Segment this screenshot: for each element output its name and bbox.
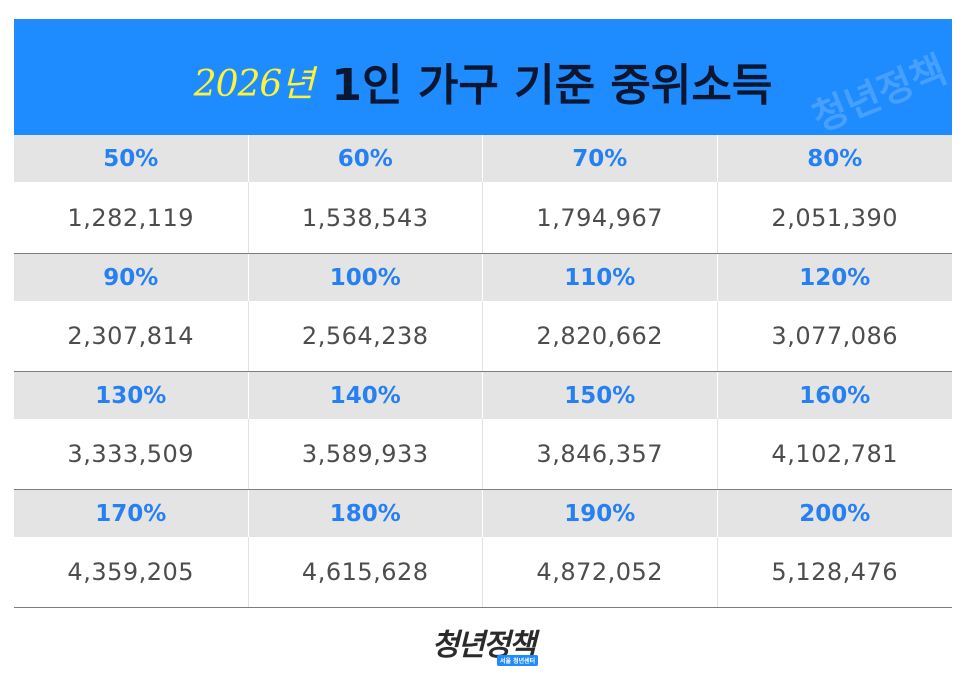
percent-label: 100% xyxy=(329,264,401,291)
percent-cell: 200% xyxy=(718,490,953,537)
percent-label: 110% xyxy=(564,264,636,291)
value-cell: 4,615,628 xyxy=(249,537,483,607)
percent-cell: 140% xyxy=(249,372,483,419)
income-value: 4,102,781 xyxy=(771,440,899,468)
percent-cell: 110% xyxy=(483,254,718,301)
percent-cell: 170% xyxy=(14,490,249,537)
title-year: 2026년 xyxy=(193,64,315,105)
income-value: 5,128,476 xyxy=(771,558,899,586)
table-band: 50% 60% 70% 80% 1,282,119 1,538,543 1,79… xyxy=(14,135,952,253)
page-title: 2026년 1인 가구 기준 중위소득 xyxy=(14,49,952,113)
percent-label: 60% xyxy=(337,145,393,172)
percent-label: 200% xyxy=(799,500,871,527)
percent-cell: 70% xyxy=(483,135,718,182)
percent-label: 160% xyxy=(799,382,871,409)
percent-cell: 100% xyxy=(249,254,483,301)
percent-label: 90% xyxy=(103,264,159,291)
percent-label: 140% xyxy=(329,382,401,409)
percent-row: 170% 180% 190% 200% xyxy=(14,490,952,537)
income-value: 3,077,086 xyxy=(771,322,899,350)
income-value: 2,051,390 xyxy=(771,203,899,232)
value-cell: 5,128,476 xyxy=(718,537,953,607)
percent-label: 80% xyxy=(807,145,863,172)
value-cell: 4,102,781 xyxy=(718,419,953,489)
percent-label: 190% xyxy=(564,500,636,527)
value-cell: 4,359,205 xyxy=(14,537,249,607)
percent-row: 90% 100% 110% 120% xyxy=(14,254,952,301)
value-cell: 2,307,814 xyxy=(14,301,249,371)
title-banner: 2026년 1인 가구 기준 중위소득 청년정책 xyxy=(14,19,952,135)
brand-logo-tag: 서울 청년센터 xyxy=(496,655,539,666)
income-value: 3,589,933 xyxy=(301,440,429,468)
value-cell: 3,846,357 xyxy=(483,419,718,489)
percent-cell: 180% xyxy=(249,490,483,537)
value-cell: 2,564,238 xyxy=(249,301,483,371)
table-band: 170% 180% 190% 200% 4,359,205 4,615,628 … xyxy=(14,489,952,608)
income-value: 2,307,814 xyxy=(67,322,195,350)
percent-cell: 120% xyxy=(718,254,953,301)
percent-cell: 160% xyxy=(718,372,953,419)
value-cell: 4,872,052 xyxy=(483,537,718,607)
value-cell: 3,333,509 xyxy=(14,419,249,489)
table-band: 130% 140% 150% 160% 3,333,509 3,589,933 … xyxy=(14,371,952,489)
footer-logo: 청년정책 서울 청년센터 xyxy=(0,620,966,666)
percent-cell: 80% xyxy=(718,135,953,182)
income-value: 3,333,509 xyxy=(67,440,195,468)
percent-row: 130% 140% 150% 160% xyxy=(14,372,952,419)
value-row: 4,359,205 4,615,628 4,872,052 5,128,476 xyxy=(14,537,952,607)
value-row: 2,307,814 2,564,238 2,820,662 3,077,086 xyxy=(14,301,952,371)
value-cell: 2,051,390 xyxy=(718,182,953,253)
percent-label: 70% xyxy=(572,145,628,172)
value-row: 3,333,509 3,589,933 3,846,357 4,102,781 xyxy=(14,419,952,489)
value-cell: 1,794,967 xyxy=(483,182,718,253)
title-main: 1인 가구 기준 중위소득 xyxy=(331,60,773,111)
value-cell: 3,589,933 xyxy=(249,419,483,489)
value-cell: 1,282,119 xyxy=(14,182,249,253)
value-cell: 1,538,543 xyxy=(249,182,483,253)
income-value: 1,538,543 xyxy=(301,203,429,232)
percent-cell: 90% xyxy=(14,254,249,301)
percent-cell: 150% xyxy=(483,372,718,419)
income-value: 2,564,238 xyxy=(301,322,429,350)
median-income-table: 50% 60% 70% 80% 1,282,119 1,538,543 1,79… xyxy=(14,135,952,608)
income-value: 4,615,628 xyxy=(301,558,429,586)
value-row: 1,282,119 1,538,543 1,794,967 2,051,390 xyxy=(14,182,952,253)
income-value: 1,794,967 xyxy=(536,203,664,232)
brand-logo: 청년정책 서울 청년센터 xyxy=(432,620,539,666)
income-value: 1,282,119 xyxy=(67,203,195,232)
percent-cell: 60% xyxy=(249,135,483,182)
income-value: 4,872,052 xyxy=(536,558,664,586)
percent-cell: 190% xyxy=(483,490,718,537)
percent-cell: 50% xyxy=(14,135,249,182)
percent-label: 120% xyxy=(799,264,871,291)
income-value: 4,359,205 xyxy=(67,558,195,586)
percent-label: 180% xyxy=(329,500,401,527)
percent-row: 50% 60% 70% 80% xyxy=(14,135,952,182)
income-value: 3,846,357 xyxy=(536,440,664,468)
percent-label: 50% xyxy=(103,145,159,172)
value-cell: 3,077,086 xyxy=(718,301,953,371)
value-cell: 2,820,662 xyxy=(483,301,718,371)
percent-cell: 130% xyxy=(14,372,249,419)
percent-label: 130% xyxy=(95,382,167,409)
percent-label: 150% xyxy=(564,382,636,409)
table-band: 90% 100% 110% 120% 2,307,814 2,564,238 2… xyxy=(14,253,952,371)
percent-label: 170% xyxy=(95,500,167,527)
income-value: 2,820,662 xyxy=(536,322,664,350)
